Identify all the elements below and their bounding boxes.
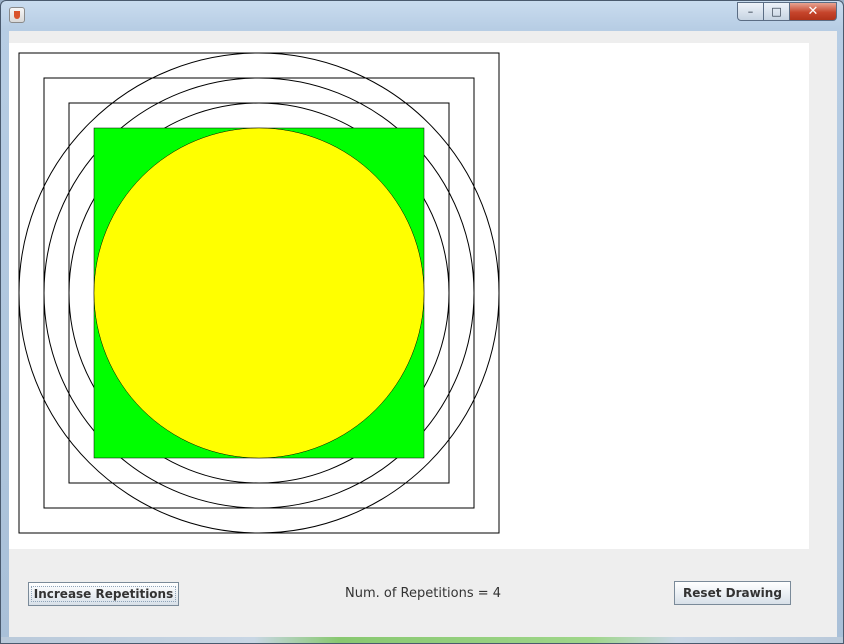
maximize-button[interactable]: □: [763, 2, 790, 21]
outline-circle: [18, 52, 500, 534]
content-pane: Increase Repetitions Num. of Repetitions…: [9, 31, 837, 639]
minimize-icon: –: [747, 5, 754, 18]
drawing-surface: [18, 52, 500, 534]
repetitions-count-label: Num. of Repetitions = 4: [345, 586, 502, 601]
drawing-canvas: [9, 43, 809, 549]
filled-circle: [93, 127, 425, 459]
outline-circle: [68, 102, 450, 484]
taskbar-strip: [1, 637, 843, 643]
java-app-icon: [9, 7, 25, 23]
minimize-button[interactable]: –: [737, 2, 764, 21]
increase-repetitions-button[interactable]: Increase Repetitions: [28, 582, 179, 606]
close-icon: ✕: [807, 4, 819, 19]
increase-repetitions-label: Increase Repetitions: [30, 586, 177, 602]
maximize-icon: □: [771, 5, 782, 18]
close-button[interactable]: ✕: [789, 2, 837, 21]
title-bar[interactable]: – □ ✕: [1, 1, 843, 31]
reset-drawing-label: Reset Drawing: [683, 586, 782, 600]
reset-drawing-button[interactable]: Reset Drawing: [674, 581, 791, 605]
outline-circle: [43, 77, 475, 509]
